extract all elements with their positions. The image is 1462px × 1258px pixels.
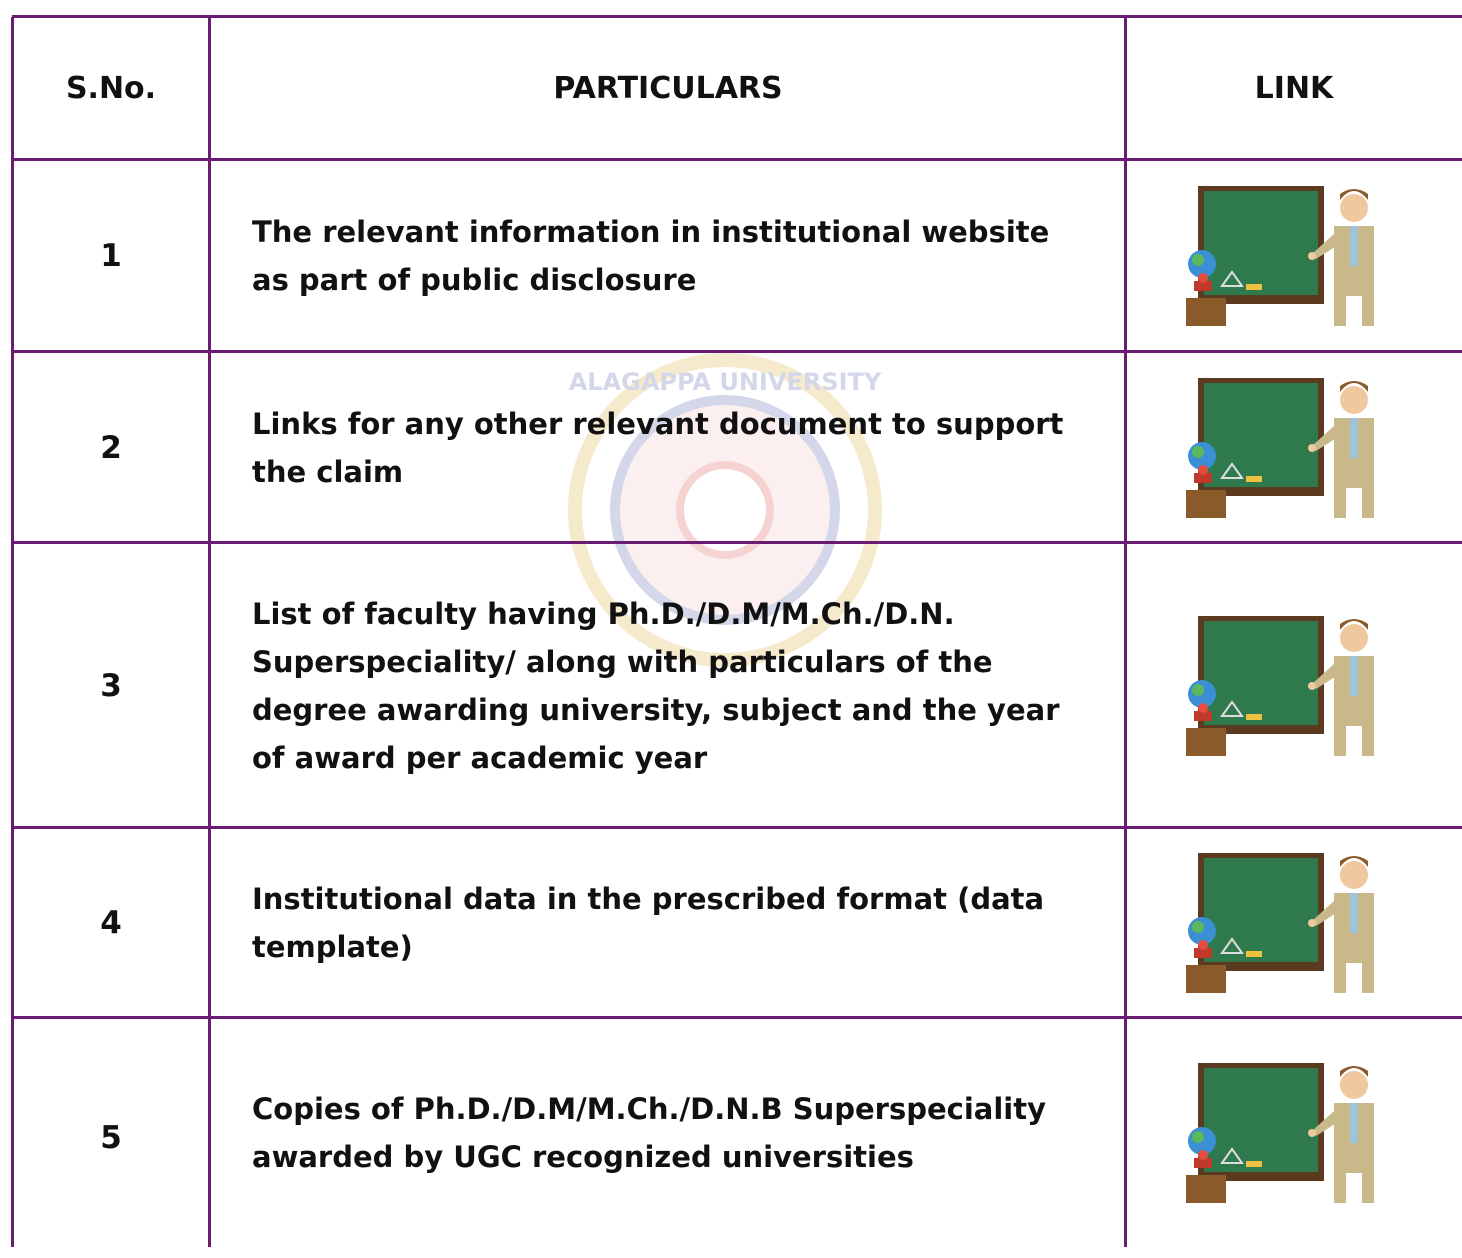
row-number: 2 bbox=[100, 429, 122, 466]
watermark-text: ALAGAPPA UNIVERSITY bbox=[569, 368, 882, 396]
particulars: Links for any other relevant document to… bbox=[252, 406, 1064, 489]
link-icon[interactable] bbox=[1184, 1063, 1380, 1203]
link-icon[interactable] bbox=[1184, 377, 1380, 518]
particulars: List of faculty having Ph.D./D.M/M.Ch./D… bbox=[252, 596, 1060, 775]
header-cell: LINK bbox=[1254, 71, 1334, 106]
row-line bbox=[12, 826, 1462, 829]
link-icon[interactable] bbox=[1184, 853, 1380, 993]
row-line bbox=[12, 15, 1462, 18]
row-number: 5 bbox=[100, 1120, 122, 1156]
header-cell: S.No. bbox=[65, 71, 157, 106]
row-number: 1 bbox=[100, 238, 122, 274]
col-line bbox=[11, 17, 14, 1247]
link-icon[interactable] bbox=[1184, 615, 1380, 756]
row-line bbox=[12, 158, 1462, 161]
particulars: Copies of Ph.D./D.M/M.Ch./D.N.B Superspe… bbox=[252, 1092, 1046, 1174]
row-number: 4 bbox=[100, 905, 122, 941]
header-cell: PARTICULARS bbox=[553, 71, 783, 106]
row-line bbox=[12, 350, 1462, 353]
watermark-logo: ALAGAPPA UNIVERSITY bbox=[568, 353, 882, 667]
particulars: Institutional data in the prescribed for… bbox=[252, 882, 1045, 964]
row-line bbox=[12, 1016, 1462, 1019]
particulars: The relevant information in institutiona… bbox=[252, 215, 1050, 297]
row-line bbox=[12, 541, 1462, 544]
col-line bbox=[208, 17, 211, 1247]
link-icon[interactable] bbox=[1184, 186, 1380, 326]
col-line bbox=[1124, 17, 1127, 1247]
row-number: 3 bbox=[100, 667, 122, 704]
